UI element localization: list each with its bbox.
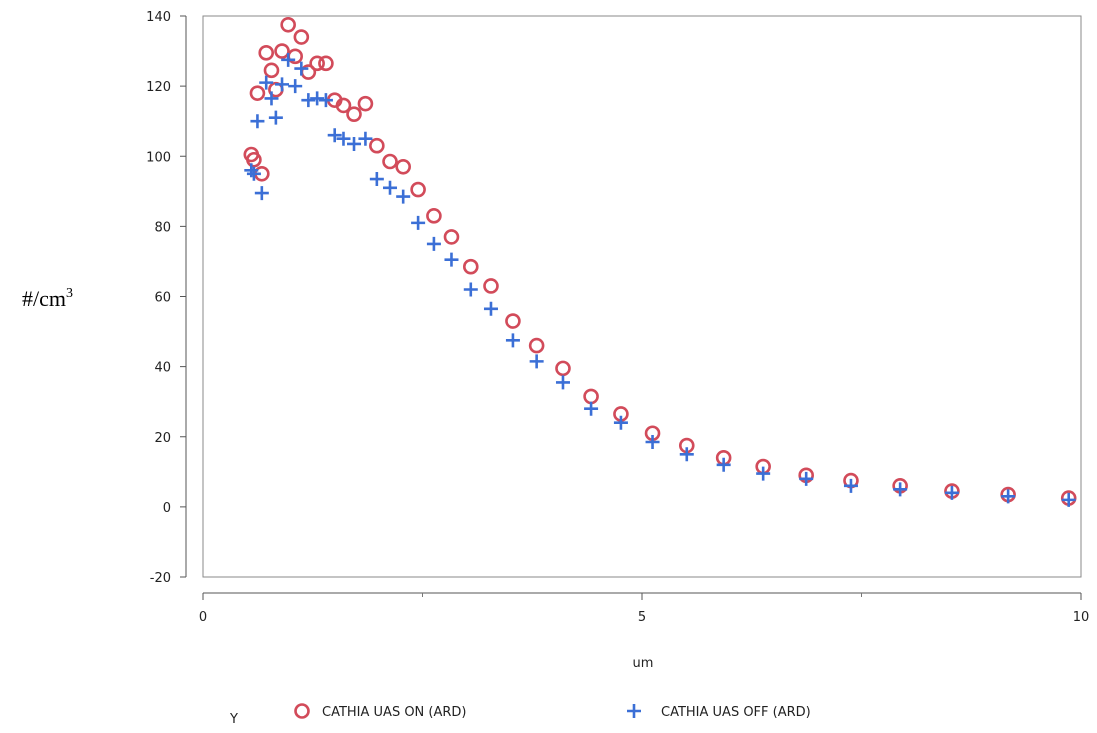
data-point <box>396 189 411 204</box>
y-axis-label-base: #/cm <box>22 286 66 311</box>
data-point <box>444 252 459 267</box>
data-point <box>246 151 262 168</box>
y-tick-label: -20 <box>150 571 171 586</box>
data-point <box>347 136 362 151</box>
data-point <box>358 131 373 146</box>
series-uas-off <box>244 52 1076 507</box>
x-axis-ticks: 0 5 10 <box>199 593 1089 625</box>
legend-item: CATHIA UAS ON (ARD) <box>294 703 467 720</box>
x-axis-label: um <box>633 656 654 671</box>
data-point <box>288 79 303 94</box>
data-point <box>369 172 384 187</box>
data-point <box>250 114 265 129</box>
data-point <box>263 62 280 79</box>
data-point <box>645 435 660 450</box>
data-point <box>258 45 275 61</box>
data-point <box>268 110 283 125</box>
data-point <box>529 354 544 369</box>
plot-frame <box>202 15 1082 578</box>
data-point <box>318 93 333 108</box>
data-point <box>346 106 362 122</box>
x-tick-label: 0 <box>199 610 207 625</box>
data-point <box>583 388 599 405</box>
data-point <box>293 29 310 45</box>
legend-marker <box>294 703 310 719</box>
data-point <box>327 128 342 143</box>
data-point <box>893 482 908 497</box>
legend-label: CATHIA UAS OFF (ARD) <box>661 705 811 720</box>
data-point <box>555 375 570 390</box>
data-point <box>505 313 521 329</box>
y-tick-label: 20 <box>154 431 171 446</box>
y-tick-label: 80 <box>154 220 171 235</box>
data-point <box>280 16 296 33</box>
legend-items: CATHIA UAS ON (ARD) CATHIA UAS OFF (ARD) <box>294 703 811 720</box>
data-point <box>274 43 290 59</box>
legend-item: CATHIA UAS OFF (ARD) <box>627 704 811 720</box>
data-point <box>426 236 441 251</box>
y-axis-label-superscript: 3 <box>66 286 73 301</box>
data-point <box>336 131 351 146</box>
data-point <box>259 75 274 90</box>
series-uas-on <box>243 16 1077 506</box>
legend: Y CATHIA UAS ON (ARD) CATHIA UAS OFF (ARD… <box>229 703 811 727</box>
y-axis-label: #/cm3 <box>22 286 73 311</box>
data-point <box>310 91 325 106</box>
data-point <box>294 61 309 76</box>
data-point <box>483 301 498 316</box>
data-point <box>1061 492 1076 507</box>
data-point <box>584 401 599 416</box>
data-point <box>799 471 814 486</box>
data-point <box>462 258 479 275</box>
data-point <box>555 360 571 377</box>
data-point <box>679 447 694 462</box>
x-tick-label: 10 <box>1073 610 1090 625</box>
data-point <box>309 55 325 72</box>
data-point <box>318 55 334 72</box>
y-axis-ticks: -20 0 20 40 60 80 100 120 140 <box>146 10 186 586</box>
data-point <box>944 485 959 500</box>
data-point <box>264 91 279 106</box>
data-point <box>613 415 628 430</box>
y-tick-label: 0 <box>163 501 171 516</box>
data-point <box>254 186 269 201</box>
y-tick-label: 100 <box>146 150 171 165</box>
data-point <box>528 337 545 354</box>
data-point <box>382 153 398 170</box>
data-point <box>483 278 499 294</box>
data-point <box>357 95 374 112</box>
data-point <box>505 333 520 348</box>
data-point <box>756 466 771 481</box>
x-tick-label: 5 <box>638 610 646 625</box>
series-layer <box>243 16 1077 507</box>
axes: -20 0 20 40 60 80 100 120 140 0 5 10 <box>146 10 1089 625</box>
data-point <box>443 229 460 245</box>
data-point <box>1001 489 1016 504</box>
data-point <box>426 208 442 224</box>
legend-marker <box>627 704 641 718</box>
data-point <box>275 77 290 92</box>
data-point <box>383 180 398 195</box>
data-point <box>463 282 478 297</box>
data-point <box>301 93 316 108</box>
y-tick-label: 120 <box>146 80 171 95</box>
y-tick-label: 140 <box>146 10 171 25</box>
y-tick-label: 40 <box>154 361 171 376</box>
data-point <box>395 158 411 175</box>
data-point <box>335 97 352 114</box>
data-point <box>716 457 731 472</box>
legend-label: CATHIA UAS ON (ARD) <box>322 705 467 720</box>
data-point <box>281 52 296 67</box>
data-point <box>249 85 266 101</box>
y-tick-label: 60 <box>154 291 171 306</box>
legend-title: Y <box>229 712 238 727</box>
data-point <box>410 181 426 198</box>
data-point <box>411 215 426 230</box>
data-point <box>246 166 261 181</box>
data-point <box>843 478 858 493</box>
data-point <box>369 137 385 154</box>
